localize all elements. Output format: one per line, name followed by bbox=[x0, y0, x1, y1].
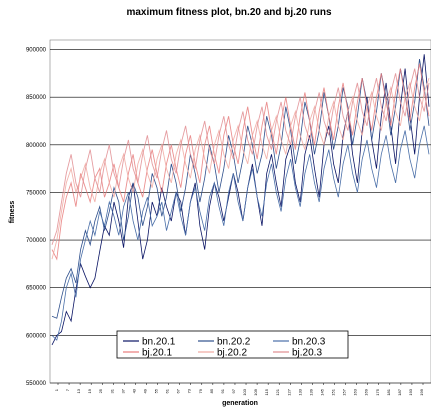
x-tick-label: 49 bbox=[143, 388, 148, 393]
x-tick-label: 187 bbox=[397, 388, 402, 395]
x-tick-label: 73 bbox=[187, 388, 192, 393]
legend-box bbox=[116, 330, 349, 359]
x-tick-label: 151 bbox=[331, 388, 336, 395]
legend-label-bn.20.2: bn.20.2 bbox=[217, 337, 251, 348]
x-tick-label: 97 bbox=[231, 388, 236, 393]
y-tick-label: 600000 bbox=[26, 333, 47, 339]
x-tick-label: 43 bbox=[131, 388, 136, 393]
x-tick-label: 127 bbox=[286, 388, 291, 395]
x-tick-label: 175 bbox=[375, 388, 380, 395]
chart-title: maximum fitness plot, bn.20 and bj.20 ru… bbox=[126, 7, 331, 18]
x-tick-label: 193 bbox=[408, 388, 413, 395]
x-tick-label: 103 bbox=[242, 388, 247, 395]
series-line-bn.20.3 bbox=[51, 125, 430, 341]
legend-label-bn.20.3: bn.20.3 bbox=[292, 337, 326, 348]
x-tick-label: 163 bbox=[353, 388, 358, 395]
legend: bn.20.1 bn.20.2 bn.20.3 bj.20.1 bj.20.2 bj.20… bbox=[116, 330, 349, 359]
series-line-bj.20.2 bbox=[51, 77, 430, 260]
y-axis-title: fitness bbox=[9, 201, 16, 224]
x-tick-label: 145 bbox=[320, 388, 325, 395]
series-line-bj.20.3 bbox=[51, 68, 430, 245]
x-tick-label: 55 bbox=[154, 388, 159, 393]
legend-label-bj.20.2: bj.20.2 bbox=[217, 348, 247, 359]
x-tick-label: 121 bbox=[275, 388, 280, 395]
y-tick-label: 750000 bbox=[26, 190, 47, 196]
x-tick-labels: 1 7 13 19 25 31 37 43 49 55 61 67 73 79 85 91 97 103 109 11… bbox=[54, 383, 424, 396]
x-tick-label: 109 bbox=[253, 388, 258, 395]
x-tick-label: 115 bbox=[264, 388, 269, 395]
x-tick-label: 169 bbox=[364, 388, 369, 395]
x-tick-label: 133 bbox=[297, 388, 302, 395]
y-tick-label: 700000 bbox=[26, 238, 47, 244]
x-tick-label: 79 bbox=[198, 388, 203, 393]
legend-label-bj.20.1: bj.20.1 bbox=[142, 348, 172, 359]
series-line-bj.20.1 bbox=[51, 63, 430, 261]
x-tick-label: 139 bbox=[308, 388, 313, 395]
x-axis-title: generation bbox=[222, 400, 258, 407]
x-tick-label: 91 bbox=[220, 388, 225, 393]
x-tick-label: 181 bbox=[386, 388, 391, 395]
x-tick-label: 1 bbox=[54, 388, 59, 391]
x-tick-label: 31 bbox=[109, 388, 114, 393]
y-tick-label: 550000 bbox=[26, 381, 47, 387]
x-tick-label: 157 bbox=[342, 388, 347, 395]
series-lines bbox=[51, 54, 430, 346]
x-tick-label: 7 bbox=[65, 388, 70, 391]
x-tick-label: 67 bbox=[176, 388, 181, 393]
x-tick-label: 61 bbox=[165, 388, 170, 393]
legend-label-bn.20.1: bn.20.1 bbox=[142, 337, 176, 348]
legend-label-bj.20.3: bj.20.3 bbox=[292, 348, 322, 359]
x-tick-label: 19 bbox=[87, 388, 92, 393]
x-tick-label: 25 bbox=[98, 388, 103, 393]
x-tick-label: 85 bbox=[209, 388, 214, 393]
x-tick-label: 13 bbox=[76, 388, 81, 393]
y-tick-label: 650000 bbox=[26, 286, 47, 292]
x-tick-label: 37 bbox=[120, 388, 125, 393]
y-tick-label: 900000 bbox=[26, 48, 47, 54]
y-tick-labels: 550000 600000 650000 700000 750000 800000 8500… bbox=[26, 48, 47, 387]
y-tick-label: 850000 bbox=[26, 95, 47, 101]
y-tick-label: 800000 bbox=[26, 143, 47, 149]
x-tick-label: 199 bbox=[419, 388, 424, 395]
